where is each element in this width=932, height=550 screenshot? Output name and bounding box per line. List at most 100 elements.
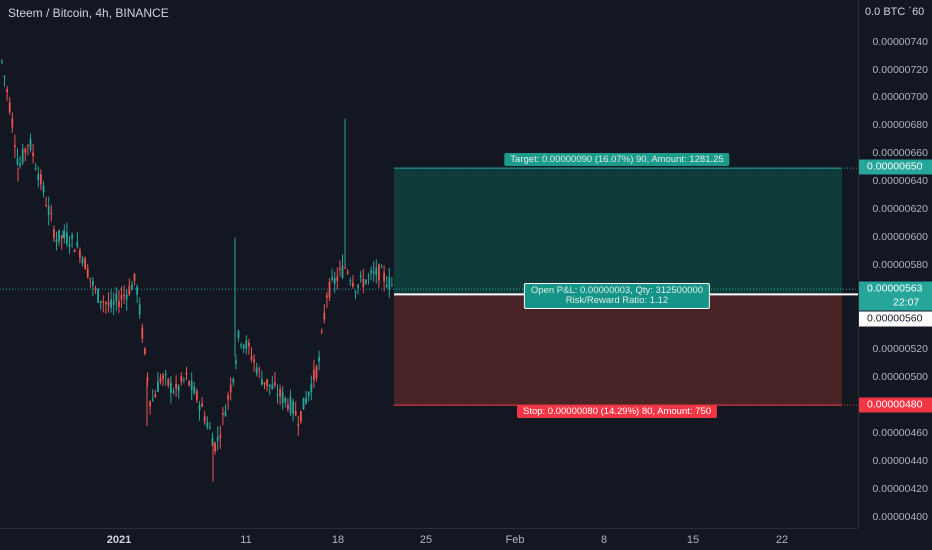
candle-body bbox=[268, 384, 271, 387]
candle-body bbox=[227, 395, 229, 400]
candle-body bbox=[40, 174, 42, 185]
price-label: 0.00000500 bbox=[872, 371, 928, 383]
candle-body bbox=[203, 416, 206, 422]
candle-body bbox=[391, 284, 393, 286]
time-label: 25 bbox=[419, 534, 433, 546]
candle-body bbox=[136, 286, 138, 295]
candle-body bbox=[339, 268, 341, 270]
chart-area[interactable]: Steem / Bitcoin, 4h, BINANCE Target: 0.0… bbox=[0, 0, 858, 528]
candle-body bbox=[279, 388, 281, 397]
candle-body bbox=[172, 391, 175, 393]
candle-body bbox=[162, 375, 164, 380]
candle-body bbox=[232, 378, 235, 383]
candle-body bbox=[271, 384, 274, 389]
price-label: 0.00000700 bbox=[872, 91, 928, 103]
candle-body bbox=[237, 330, 240, 338]
candle-body bbox=[188, 381, 190, 386]
candle-body bbox=[175, 383, 177, 389]
candle-body bbox=[180, 375, 183, 382]
candle-body bbox=[240, 344, 242, 346]
open-pnl-text: Open P&L: 0.00000003, Qty: 312500000 bbox=[530, 285, 704, 296]
candle-body bbox=[112, 301, 115, 305]
candle-body bbox=[372, 270, 375, 274]
stop-label[interactable]: Stop: 0.00000080 (14.29%) 80, Amount: 75… bbox=[516, 405, 718, 418]
time-axis[interactable]: 2021 11 18 25 Feb 8 15 22 bbox=[0, 528, 858, 550]
candle-body bbox=[110, 299, 112, 308]
candle-body bbox=[219, 435, 222, 438]
candle-body bbox=[383, 272, 385, 282]
candle-body bbox=[131, 284, 133, 291]
time-label: 22 bbox=[775, 534, 789, 546]
candle-body bbox=[16, 158, 19, 165]
candle-body bbox=[164, 374, 167, 376]
time-label: Feb bbox=[505, 534, 525, 546]
candle-body bbox=[42, 185, 45, 193]
countdown-tag: 22:07 bbox=[859, 295, 932, 311]
candle-body bbox=[266, 379, 268, 386]
chart-title: Steem / Bitcoin, 4h, BINANCE bbox=[8, 6, 169, 20]
target-label[interactable]: Target: 0.00000090 (16.07%) 90, Amount: … bbox=[504, 153, 730, 166]
candle-body bbox=[157, 381, 159, 392]
risk-reward-text: Risk/Reward Ratio: 1.12 bbox=[565, 295, 669, 306]
stop-price-tag: 0.00000480 bbox=[859, 397, 932, 413]
candle-body bbox=[201, 403, 203, 407]
candle-body bbox=[47, 206, 50, 215]
candle-body bbox=[357, 284, 359, 288]
candle-body bbox=[105, 302, 107, 304]
price-label: 0.00000520 bbox=[872, 343, 928, 355]
candle-body bbox=[60, 236, 63, 239]
loss-zone bbox=[394, 293, 842, 406]
candle-body bbox=[250, 355, 253, 360]
candle-body bbox=[27, 145, 29, 147]
candle-body bbox=[302, 397, 305, 410]
candle-body bbox=[71, 235, 73, 239]
candle-body bbox=[294, 411, 297, 416]
price-label: 0.00000400 bbox=[872, 511, 928, 523]
candle-body bbox=[222, 413, 224, 415]
candle-body bbox=[359, 275, 362, 278]
candle-body bbox=[253, 359, 255, 363]
time-label: 15 bbox=[686, 534, 700, 546]
candle-body bbox=[235, 360, 237, 364]
candle-body bbox=[276, 394, 279, 396]
candle-body bbox=[86, 268, 89, 278]
candle-body bbox=[58, 229, 60, 242]
candle-body bbox=[159, 377, 162, 382]
candle-body bbox=[73, 249, 76, 253]
candle-body bbox=[3, 75, 6, 78]
candle-body bbox=[365, 279, 367, 284]
candle-body bbox=[66, 232, 68, 244]
price-label: 0.00000720 bbox=[872, 64, 928, 76]
candle-body bbox=[92, 280, 94, 286]
candle-body bbox=[34, 168, 37, 170]
candle-body bbox=[305, 397, 307, 404]
price-label: 0.00000440 bbox=[872, 455, 928, 467]
candle-body bbox=[120, 294, 123, 300]
candle-body bbox=[190, 380, 193, 391]
candle-body bbox=[63, 231, 66, 239]
price-label: 0.00000740 bbox=[872, 36, 928, 48]
candle-body bbox=[29, 138, 32, 150]
price-axis[interactable]: 0.0 BTC ´60 0.00000740 0.00000720 0.0000… bbox=[858, 0, 932, 528]
price-label: 0.00000580 bbox=[872, 259, 928, 271]
price-axis-unit: 0.0 BTC ´60 bbox=[865, 6, 925, 18]
open-pnl-label[interactable]: Open P&L: 0.00000003, Qty: 312500000 Ris… bbox=[523, 283, 711, 309]
candle-body bbox=[362, 278, 365, 288]
crosshair-price-tag: 0.00000560 bbox=[859, 311, 932, 327]
time-label: 2021 bbox=[106, 534, 132, 546]
candle-body bbox=[19, 163, 21, 166]
time-label: 11 bbox=[240, 534, 252, 546]
price-chart[interactable] bbox=[0, 0, 858, 528]
candle-body bbox=[354, 291, 357, 293]
candle-body bbox=[133, 273, 136, 282]
candle-body bbox=[125, 294, 128, 300]
candle-body bbox=[375, 267, 378, 276]
candle-body bbox=[331, 277, 333, 280]
candle-body bbox=[24, 149, 27, 153]
candle-body bbox=[21, 148, 24, 163]
candle-body bbox=[263, 382, 266, 385]
candle-body bbox=[214, 442, 216, 452]
candle-body bbox=[346, 271, 349, 274]
candle-body bbox=[367, 275, 370, 277]
candle-body bbox=[307, 392, 310, 396]
